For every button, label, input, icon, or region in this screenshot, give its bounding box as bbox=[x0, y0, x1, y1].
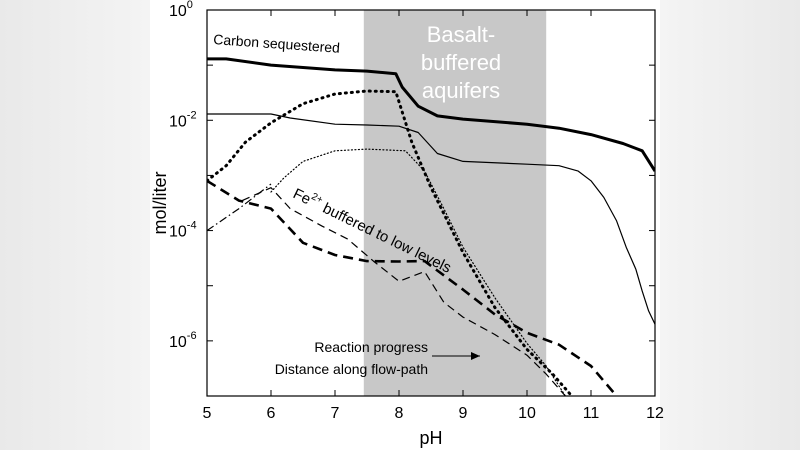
annotation-fe-main: Fe bbox=[290, 185, 313, 208]
x-tick-label: 11 bbox=[583, 405, 600, 422]
region-label: Basalt-buffered aquifers bbox=[421, 22, 501, 103]
y-tick-exponent: -2 bbox=[187, 109, 197, 121]
annotation-fe-sup: 2+ bbox=[309, 191, 324, 206]
x-tick-label: 6 bbox=[267, 405, 276, 422]
y-tick-label: 100 bbox=[169, 0, 193, 20]
series-line-thin-dashed bbox=[241, 187, 566, 396]
y-tick-label: 10-6 bbox=[169, 330, 197, 351]
x-tick-label: 5 bbox=[203, 405, 212, 422]
series-line-thick-dotted bbox=[207, 89, 574, 396]
annotation-arrow-head bbox=[471, 352, 480, 360]
y-tick-exponent: 0 bbox=[187, 0, 193, 11]
y-tick-exponent: -4 bbox=[187, 220, 197, 232]
x-tick-label: 10 bbox=[518, 405, 536, 422]
series-line-dash-dot bbox=[207, 183, 272, 232]
background-panel-left bbox=[0, 0, 150, 450]
region-label-line: aquifers bbox=[422, 78, 500, 103]
y-tick-label: 10-2 bbox=[169, 109, 197, 130]
y-tick-base: 10 bbox=[169, 334, 187, 351]
annotation-distance-flow-path: Distance along flow-path bbox=[275, 361, 428, 377]
y-tick-base: 10 bbox=[169, 224, 187, 241]
region-label-line: buffered bbox=[421, 50, 501, 75]
background-panel-right bbox=[660, 0, 800, 450]
series-group bbox=[207, 57, 655, 396]
region-label-line: Basalt- bbox=[427, 22, 495, 47]
x-tick-label: 7 bbox=[331, 405, 340, 422]
series-line-thin-solid bbox=[207, 113, 655, 325]
series-line-thick-dashed bbox=[207, 179, 618, 396]
y-tick-base: 10 bbox=[169, 3, 187, 20]
y-tick-base: 10 bbox=[169, 113, 187, 130]
y-axis-label: mol/liter bbox=[150, 171, 170, 234]
annotation-reaction-progress: Reaction progress bbox=[314, 339, 428, 355]
series-line-thick-solid bbox=[207, 57, 655, 172]
series-line-thin-dotted bbox=[270, 148, 566, 396]
y-tick-label: 10-4 bbox=[169, 220, 197, 241]
x-tick-label: 9 bbox=[459, 405, 468, 422]
x-axis-label: pH bbox=[419, 428, 442, 448]
y-tick-exponent: -6 bbox=[187, 330, 197, 342]
x-tick-label: 8 bbox=[395, 405, 404, 422]
axes-frame bbox=[206, 9, 656, 397]
x-tick-label: 12 bbox=[646, 405, 664, 422]
